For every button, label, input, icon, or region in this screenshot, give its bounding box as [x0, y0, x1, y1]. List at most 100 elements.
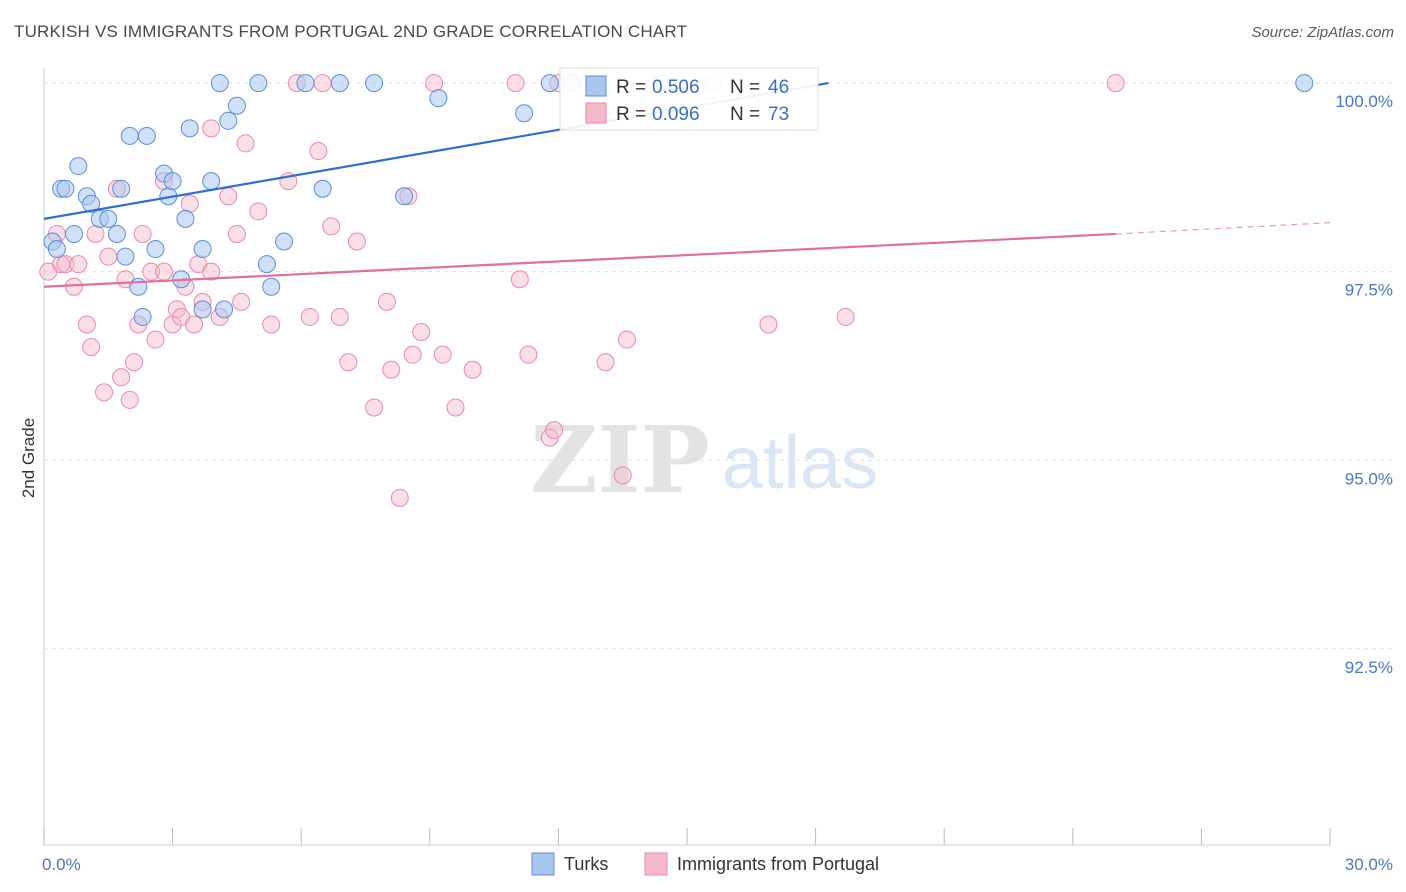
turks-point-31 — [249, 74, 268, 93]
portugal-point-56 — [433, 345, 452, 364]
turks-point-20 — [163, 172, 182, 191]
turks-point-1 — [47, 240, 66, 259]
turks-point-5 — [69, 157, 88, 176]
turks-point-23 — [180, 119, 199, 138]
turks-point-40 — [429, 89, 448, 108]
turks-point-4 — [65, 224, 84, 243]
portugal-point-66 — [613, 466, 632, 485]
portugal-point-50 — [382, 360, 401, 379]
portugal-point-36 — [236, 134, 255, 153]
portugal-point-6 — [77, 315, 96, 334]
legend-r-label-portugal: R = — [616, 104, 646, 125]
legend-n-value-portugal: 73 — [768, 104, 789, 125]
legend-n-label-turks: N = — [730, 77, 760, 98]
turks-point-24 — [193, 240, 212, 259]
portugal-point-70 — [759, 315, 778, 334]
turks-point-33 — [262, 277, 281, 296]
legend-swatch-turks — [585, 75, 607, 97]
portugal-point-65 — [596, 353, 615, 372]
portugal-point-3 — [56, 255, 75, 274]
portugal-point-61 — [519, 345, 538, 364]
portugal-point-55 — [425, 74, 444, 93]
turks-point-22 — [176, 209, 195, 228]
series-portugal-points — [39, 74, 1125, 507]
turks-point-13 — [120, 126, 139, 145]
turks-point-37 — [330, 74, 349, 93]
x-tick-label-max: 30.0% — [1345, 855, 1393, 874]
turks-point-39 — [395, 187, 414, 206]
bottom-legend-label-portugal: Immigrants from Portugal — [677, 854, 879, 874]
trendline-portugal — [43, 232, 1116, 288]
y-tick-label-2: 95.0% — [1345, 469, 1393, 488]
portugal-point-10 — [99, 247, 118, 266]
y-tick-label-0: 100.0% — [1335, 92, 1393, 111]
portugal-point-30 — [202, 262, 221, 281]
x-tick-label-min: 0.0% — [42, 855, 81, 874]
source-label: Source: ZipAtlas.com — [1251, 24, 1394, 41]
portugal-point-63 — [545, 421, 564, 440]
portugal-point-37 — [249, 202, 268, 221]
portugal-point-8 — [86, 224, 105, 243]
y-tick-label-1: 97.5% — [1345, 281, 1393, 300]
portugal-point-67 — [617, 330, 636, 349]
portugal-point-12 — [112, 368, 131, 387]
turks-point-10 — [107, 224, 126, 243]
turks-point-30 — [227, 96, 246, 115]
portugal-point-47 — [347, 232, 366, 251]
portugal-point-59 — [506, 74, 525, 93]
turks-point-45 — [1295, 74, 1314, 93]
turks-point-16 — [137, 126, 156, 145]
legend-r-label-turks: R = — [616, 77, 646, 98]
portugal-point-53 — [403, 345, 422, 364]
turks-point-15 — [133, 307, 152, 326]
grid-lines — [44, 82, 1394, 650]
portugal-point-14 — [120, 390, 139, 409]
turks-point-9 — [99, 209, 118, 228]
portugal-point-46 — [339, 353, 358, 372]
portugal-point-41 — [300, 307, 319, 326]
turks-point-7 — [82, 194, 101, 213]
turks-point-3 — [56, 179, 75, 198]
turks-point-28 — [215, 300, 234, 319]
portugal-point-34 — [227, 224, 246, 243]
turks-point-41 — [515, 104, 534, 123]
legend-swatch-portugal — [585, 102, 607, 124]
y-axis-tick-labels: 100.0% 97.5% 95.0% 92.5% — [1335, 92, 1393, 677]
turks-point-11 — [112, 179, 131, 198]
turks-point-36 — [313, 179, 332, 198]
portugal-point-54 — [412, 323, 431, 342]
portugal-point-72 — [1106, 74, 1125, 93]
portugal-point-33 — [219, 187, 238, 206]
turks-point-42 — [540, 74, 559, 93]
bottom-legend-swatch-turks — [531, 852, 555, 876]
portugal-point-21 — [155, 262, 174, 281]
portugal-point-58 — [463, 360, 482, 379]
bottom-legend: Turks Immigrants from Portugal — [531, 852, 879, 876]
portugal-point-51 — [390, 488, 409, 507]
portugal-point-60 — [510, 270, 529, 289]
turks-point-25 — [193, 300, 212, 319]
portugal-point-45 — [330, 307, 349, 326]
turks-point-17 — [146, 240, 165, 259]
portugal-point-49 — [377, 292, 396, 311]
legend-n-value-turks: 46 — [768, 77, 789, 98]
portugal-point-26 — [180, 194, 199, 213]
portugal-point-38 — [262, 315, 281, 334]
portugal-point-43 — [313, 74, 332, 93]
portugal-point-15 — [125, 353, 144, 372]
portugal-point-7 — [82, 338, 101, 357]
legend: R = 0.506 N = 46 R = 0.096 N = 73 — [559, 67, 819, 131]
turks-point-26 — [202, 172, 221, 191]
portugal-point-4 — [65, 277, 84, 296]
portugal-point-48 — [365, 398, 384, 417]
portugal-point-44 — [322, 217, 341, 236]
portugal-point-17 — [133, 224, 152, 243]
portugal-point-71 — [836, 307, 855, 326]
y-axis-label: 2nd Grade — [19, 418, 38, 498]
turks-point-27 — [210, 74, 229, 93]
trendline-portugal-extension — [1115, 222, 1331, 235]
portugal-point-31 — [202, 119, 221, 138]
portugal-point-5 — [69, 255, 88, 274]
series-turks-points — [43, 74, 1314, 326]
